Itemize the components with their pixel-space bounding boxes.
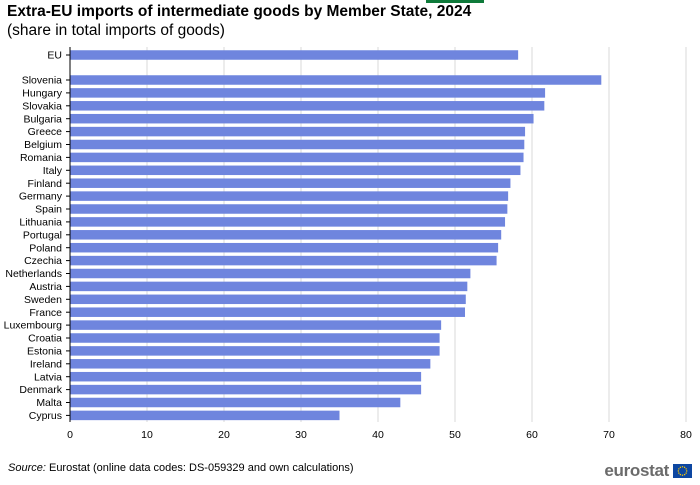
flag-star bbox=[677, 470, 679, 472]
bar bbox=[70, 294, 466, 305]
flag-star bbox=[681, 466, 684, 468]
bar bbox=[70, 101, 545, 111]
x-tick-label: 40 bbox=[372, 429, 384, 441]
category-label: Austria bbox=[29, 281, 62, 293]
category-label: Poland bbox=[29, 242, 62, 254]
bar bbox=[70, 371, 422, 382]
category-label: Germany bbox=[19, 191, 63, 203]
bar bbox=[70, 204, 508, 214]
bar bbox=[70, 75, 602, 85]
flag-star bbox=[679, 473, 682, 476]
x-tick-label: 0 bbox=[67, 429, 73, 441]
category-label: Croatia bbox=[28, 333, 62, 345]
bar bbox=[70, 165, 521, 176]
bar bbox=[70, 242, 499, 253]
category-label: EU bbox=[47, 50, 62, 62]
bar bbox=[70, 346, 440, 356]
bar bbox=[70, 410, 340, 421]
x-tick-label: 50 bbox=[449, 429, 461, 441]
flag-star bbox=[678, 468, 680, 470]
eurostat-logo: eurostat bbox=[604, 461, 692, 481]
source-note: Source: Eurostat (online data codes: DS-… bbox=[8, 462, 354, 474]
category-label: Malta bbox=[36, 397, 62, 409]
bar bbox=[70, 281, 468, 292]
bar bbox=[70, 152, 524, 163]
eu-flag-icon bbox=[673, 464, 692, 478]
category-label: Latvia bbox=[34, 371, 62, 383]
category-label: Slovenia bbox=[22, 75, 62, 87]
flag-star bbox=[685, 472, 687, 474]
bar bbox=[70, 88, 546, 98]
category-label: Slovakia bbox=[22, 100, 62, 112]
flag-star bbox=[685, 468, 687, 470]
x-tick-label: 30 bbox=[295, 429, 307, 441]
flag-star bbox=[679, 466, 682, 469]
y-axis bbox=[66, 47, 71, 422]
bar bbox=[70, 333, 440, 343]
x-tick-labels: 0 10 20 30 40 50 60 70 80 bbox=[67, 429, 692, 441]
bar bbox=[70, 397, 401, 408]
category-label: Czechia bbox=[24, 255, 62, 267]
bar bbox=[70, 126, 526, 137]
bar bbox=[70, 217, 506, 227]
bar bbox=[70, 384, 422, 395]
bar bbox=[70, 191, 509, 201]
category-label: Luxembourg bbox=[4, 320, 63, 332]
bar bbox=[70, 113, 534, 124]
category-label: Greece bbox=[28, 126, 63, 138]
category-label: Romania bbox=[20, 152, 62, 164]
category-label: Belgium bbox=[24, 139, 62, 151]
category-label: Estonia bbox=[27, 346, 62, 358]
bar-chart: EU SloveniaHungarySlovakiaBulgariaGreeceB… bbox=[4, 47, 692, 441]
source-text: Eurostat (online data codes: DS-059329 a… bbox=[45, 462, 354, 474]
flag-star bbox=[678, 472, 680, 474]
category-label: Denmark bbox=[19, 384, 62, 396]
bar bbox=[70, 230, 502, 240]
x-tick-label: 60 bbox=[526, 429, 538, 441]
flag-star bbox=[686, 470, 688, 472]
flag-star bbox=[683, 466, 686, 469]
category-label: Ireland bbox=[30, 358, 62, 370]
bar bbox=[70, 320, 442, 330]
category-label: Cyprus bbox=[29, 410, 62, 422]
bar bbox=[70, 139, 525, 150]
bar bbox=[70, 307, 466, 317]
category-label: Finland bbox=[28, 178, 63, 190]
category-label: Italy bbox=[43, 165, 63, 177]
flag-star bbox=[681, 474, 684, 476]
category-label: Netherlands bbox=[5, 268, 62, 280]
bar bbox=[70, 268, 471, 279]
bar bbox=[70, 178, 511, 188]
category-label: Sweden bbox=[24, 294, 62, 306]
bar bbox=[70, 50, 519, 60]
x-tick-label: 20 bbox=[218, 429, 230, 441]
x-tick-label: 80 bbox=[680, 429, 692, 441]
category-label: Hungary bbox=[22, 88, 62, 100]
x-tick-label: 70 bbox=[603, 429, 615, 441]
chart-subtitle: (share in total imports of goods) bbox=[7, 22, 225, 39]
chart-title: Extra-EU imports of intermediate goods b… bbox=[7, 3, 472, 20]
category-label: Spain bbox=[35, 204, 62, 216]
bars bbox=[70, 50, 602, 421]
source-label: Source: bbox=[8, 462, 46, 474]
category-label: France bbox=[29, 307, 62, 319]
top-accent-bar bbox=[426, 0, 484, 3]
category-label: Portugal bbox=[23, 229, 62, 241]
logo-text: eurostat bbox=[604, 461, 669, 480]
bar bbox=[70, 255, 497, 266]
bar bbox=[70, 359, 431, 369]
x-tick-label: 10 bbox=[141, 429, 153, 441]
category-label: Bulgaria bbox=[23, 113, 62, 125]
flag-star bbox=[683, 473, 686, 476]
category-labels: EU SloveniaHungarySlovakiaBulgariaGreeceB… bbox=[4, 50, 63, 422]
category-label: Lithuania bbox=[19, 217, 62, 229]
